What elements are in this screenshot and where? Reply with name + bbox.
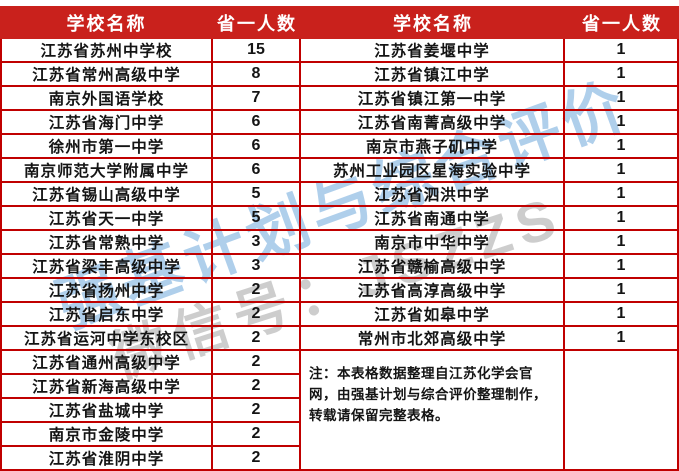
count-cell: 1 — [565, 39, 679, 63]
count-cell: 2 — [213, 399, 301, 423]
count-cell: 3 — [213, 255, 301, 279]
school-cell: 南京市燕子矶中学 — [301, 135, 565, 159]
count-cell: 15 — [213, 39, 301, 63]
school-cell: 江苏省赣榆高级中学 — [301, 255, 565, 279]
count-cell: 8 — [213, 63, 301, 87]
count-cell: 1 — [565, 303, 679, 327]
school-cell: 江苏省南通中学 — [301, 207, 565, 231]
school-cell: 南京师范大学附属中学 — [0, 159, 213, 183]
empty-cell — [565, 351, 679, 471]
count-cell: 1 — [565, 135, 679, 159]
count-cell: 6 — [213, 159, 301, 183]
school-cell: 南京市金陵中学 — [0, 423, 213, 447]
count-cell: 1 — [565, 231, 679, 255]
school-cell: 江苏省苏州中学校 — [0, 39, 213, 63]
count-cell: 1 — [565, 63, 679, 87]
school-cell: 江苏省泗洪中学 — [301, 183, 565, 207]
school-cell: 苏州工业园区星海实验中学 — [301, 159, 565, 183]
count-cell: 6 — [213, 111, 301, 135]
school-cell: 江苏省南菁高级中学 — [301, 111, 565, 135]
results-table: 学校名称 省一人数 学校名称 省一人数 江苏省苏州中学校 15 江苏省姜堰中学 1 江苏… — [0, 6, 679, 471]
school-cell: 江苏省如皋中学 — [301, 303, 565, 327]
count-cell: 1 — [565, 327, 679, 351]
count-cell: 5 — [213, 183, 301, 207]
school-cell: 江苏省镇江第一中学 — [301, 87, 565, 111]
count-cell: 1 — [565, 111, 679, 135]
count-cell: 1 — [565, 159, 679, 183]
school-cell: 江苏省梁丰高级中学 — [0, 255, 213, 279]
school-cell: 江苏省扬州中学 — [0, 279, 213, 303]
count-cell: 2 — [213, 351, 301, 375]
header-cell-school-left: 学校名称 — [0, 6, 213, 39]
school-cell: 江苏省淮阴中学 — [0, 447, 213, 471]
count-cell: 5 — [213, 207, 301, 231]
count-cell: 2 — [213, 327, 301, 351]
school-cell: 江苏省锡山高级中学 — [0, 183, 213, 207]
count-cell: 1 — [565, 87, 679, 111]
header-cell-count-left: 省一人数 — [213, 6, 301, 39]
school-cell: 徐州市第一中学 — [0, 135, 213, 159]
count-cell: 2 — [213, 447, 301, 471]
school-cell: 南京外国语学校 — [0, 87, 213, 111]
header-cell-count-right: 省一人数 — [565, 6, 679, 39]
school-cell: 江苏省姜堰中学 — [301, 39, 565, 63]
school-cell: 江苏省镇江中学 — [301, 63, 565, 87]
count-cell: 7 — [213, 87, 301, 111]
school-cell: 江苏省新海高级中学 — [0, 375, 213, 399]
note-cell: 注：本表格数据整理自江苏化学会官网，由强基计划与综合评价整理制作，转载请保留完整… — [301, 351, 565, 471]
school-cell: 江苏省海门中学 — [0, 111, 213, 135]
count-cell: 6 — [213, 135, 301, 159]
count-cell: 2 — [213, 303, 301, 327]
school-cell: 江苏省运河中学东校区 — [0, 327, 213, 351]
school-cell: 江苏省启东中学 — [0, 303, 213, 327]
school-cell: 江苏省通州高级中学 — [0, 351, 213, 375]
count-cell: 1 — [565, 279, 679, 303]
school-cell: 江苏省高淳高级中学 — [301, 279, 565, 303]
count-cell: 2 — [213, 375, 301, 399]
count-cell: 3 — [213, 231, 301, 255]
count-cell: 2 — [213, 279, 301, 303]
school-cell: 江苏省常熟中学 — [0, 231, 213, 255]
header-cell-school-right: 学校名称 — [301, 6, 565, 39]
school-cell: 常州市北郊高级中学 — [301, 327, 565, 351]
count-cell: 2 — [213, 423, 301, 447]
school-cell: 江苏省常州高级中学 — [0, 63, 213, 87]
count-cell: 1 — [565, 183, 679, 207]
count-cell: 1 — [565, 255, 679, 279]
count-cell: 1 — [565, 207, 679, 231]
school-cell: 江苏省盐城中学 — [0, 399, 213, 423]
school-cell: 江苏省天一中学 — [0, 207, 213, 231]
school-cell: 南京市中华中学 — [301, 231, 565, 255]
